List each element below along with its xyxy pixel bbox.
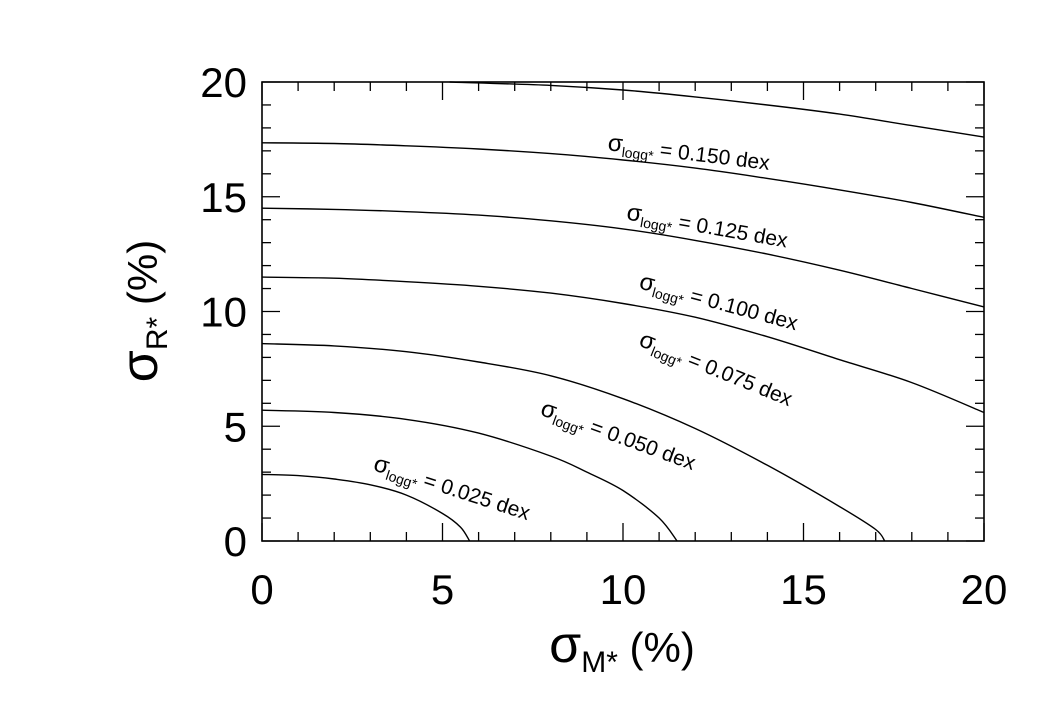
x-axis-title: σM* (%) [549,616,695,679]
y-axis-title: σR* (%) [111,240,174,382]
chart-marks: 0 5 10 15 20 0 5 10 15 20 σM* (%) σR* (%) σlogg* = 0… [111,59,1007,679]
contour-line-0.15 [261,142,985,219]
y-tick-label: 5 [224,403,247,450]
contour-label-0.125: σlogg* = 0.125 dex [624,199,790,256]
x-tick-label: 10 [600,566,647,613]
x-tick-label: 5 [431,566,454,613]
y-tick-label: 0 [224,518,247,565]
y-tick-label: 20 [200,59,247,106]
contour-line-0.125 [261,207,985,308]
x-tick-label: 20 [961,566,1008,613]
contour-label-0.1: σlogg* = 0.100 dex [636,268,801,338]
contour-line-0.025 [261,473,471,542]
x-tick-label: 0 [250,566,273,613]
contour-line-0.1 [261,276,985,414]
contour-label-0.025: σlogg* = 0.025 dex [370,450,534,528]
contour-line-0.175 [449,81,985,138]
contour-label-0.15: σlogg* = 0.150 dex [606,129,772,178]
x-tick-label: 15 [780,566,827,613]
y-tick-label: 15 [200,174,247,221]
contour-label-0.05: σlogg* = 0.050 dex [536,395,699,478]
contour-line-0.075 [261,342,886,542]
contour-line-0.05 [261,409,678,542]
y-tick-label: 10 [200,289,247,336]
